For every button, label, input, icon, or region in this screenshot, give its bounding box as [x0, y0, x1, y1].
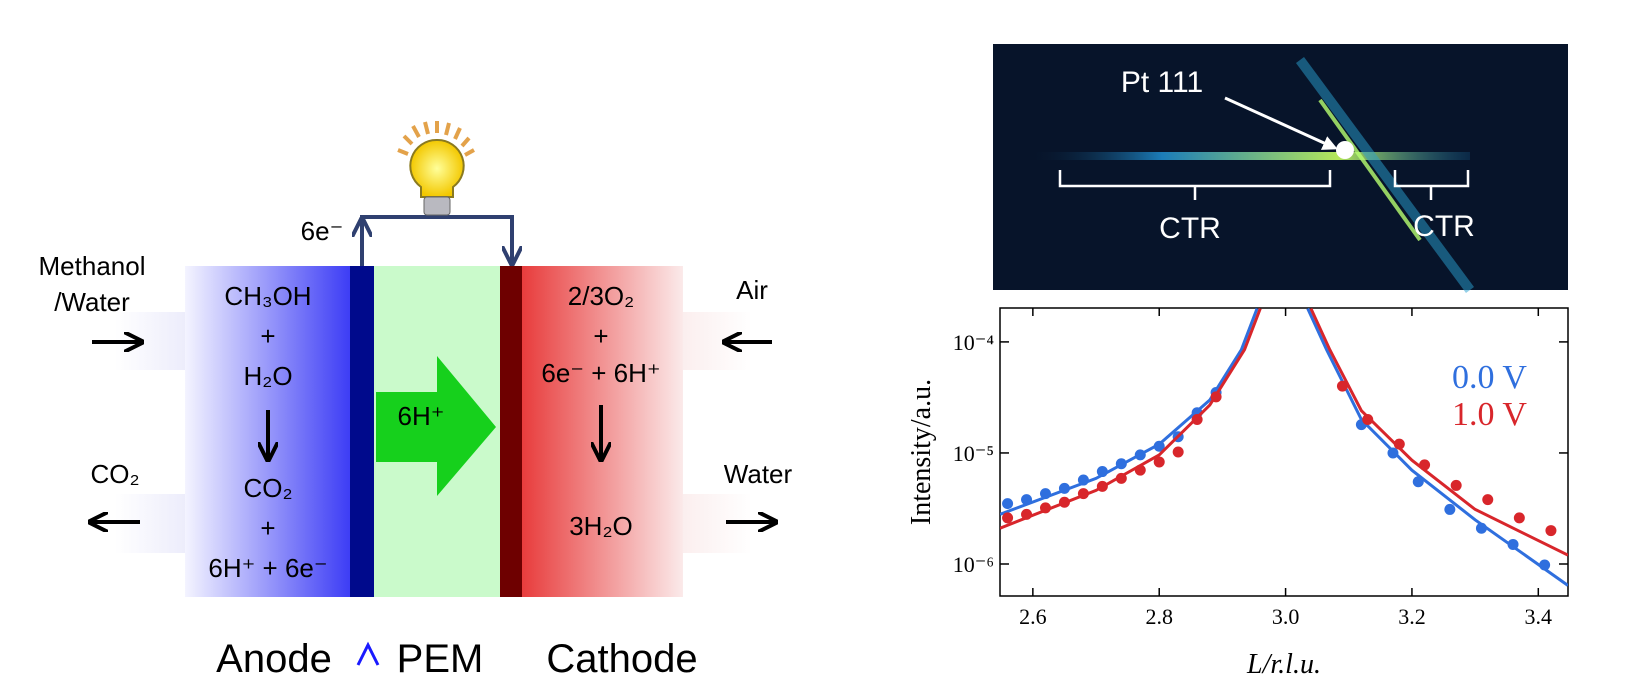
- data-point: [1002, 498, 1013, 509]
- anode-catalyst: [350, 266, 374, 597]
- data-point: [1173, 446, 1184, 457]
- pointer: [358, 645, 378, 665]
- section-label: PEM: [397, 637, 484, 681]
- product: 6H⁺ + 6e⁻: [208, 553, 327, 583]
- figure: 6e⁻ Methanol /Water CO₂ Air Water CH₃OH …: [0, 0, 1630, 683]
- legend-entry: 1.0 V: [1452, 396, 1527, 433]
- x-tick-label: 2.8: [1145, 604, 1173, 629]
- chart: Intensity/a.u. L/r.l.u. 2.6 2.8 3.0 3.2 3.4 1…: [906, 308, 1568, 680]
- data-point: [1508, 539, 1519, 550]
- plot-area: [1000, 309, 1568, 586]
- data-point: [1059, 497, 1070, 508]
- data-point: [1097, 466, 1108, 477]
- data-point: [1387, 447, 1398, 458]
- reactant: 2/3O₂: [568, 281, 634, 311]
- bragg-peak: [1336, 141, 1354, 159]
- fuel-cell: 6e⁻ Methanol /Water CO₂ Air Water CH₃OH …: [39, 121, 793, 681]
- rod-streak: [1030, 152, 1470, 160]
- data-point: [1451, 480, 1462, 491]
- data-point: [1021, 509, 1032, 520]
- y-tick-label: 10⁻⁵: [953, 441, 994, 466]
- data-point: [1514, 512, 1525, 523]
- page: 6e⁻ Methanol /Water CO₂ Air Water CH₃OH …: [0, 0, 1630, 683]
- reactant: +: [260, 321, 275, 351]
- data-point: [1116, 473, 1127, 484]
- data-point: [1482, 494, 1493, 505]
- cathode-catalyst: [500, 266, 523, 597]
- data-point: [1211, 391, 1222, 402]
- image-background: [993, 44, 1568, 290]
- x-tick-label: 3.0: [1272, 604, 1300, 629]
- data-point: [1394, 439, 1405, 450]
- product: CO₂: [243, 473, 292, 503]
- data-point: [1040, 502, 1051, 513]
- data-point: [1192, 414, 1203, 425]
- data-point: [1040, 488, 1051, 499]
- outlet-label: Water: [724, 459, 793, 489]
- x-axis-title: L/r.l.u.: [1246, 649, 1321, 680]
- wire: [362, 217, 512, 266]
- y-tick-label: 10⁻⁶: [953, 552, 994, 577]
- data-point: [1154, 456, 1165, 467]
- inlet-label: Air: [736, 275, 768, 305]
- data-point: [1078, 488, 1089, 499]
- data-point: [1135, 449, 1146, 460]
- data-point: [1419, 459, 1430, 470]
- reactant: 6e⁻ + 6H⁺: [541, 358, 660, 388]
- inlet-label: Methanol: [39, 251, 146, 281]
- section-label: Cathode: [546, 637, 697, 681]
- y-tick-label: 10⁻⁴: [953, 330, 995, 355]
- data-point: [1444, 504, 1455, 515]
- section-label: Anode: [216, 637, 332, 681]
- data-point: [1545, 525, 1556, 536]
- fit-line: [1000, 309, 1568, 586]
- x-tick-label: 2.6: [1019, 604, 1047, 629]
- reactant: +: [593, 321, 608, 351]
- data-point: [1116, 458, 1127, 469]
- product: 3H₂O: [569, 511, 633, 541]
- inlet-label: /Water: [54, 287, 130, 317]
- x-tick-label: 3.4: [1525, 604, 1553, 629]
- detector-image: Pt 111 CTR CTR: [993, 44, 1568, 290]
- electron-label: 6e⁻: [301, 216, 344, 246]
- data-point: [1021, 494, 1032, 505]
- data-point: [1476, 523, 1487, 534]
- data-point: [1362, 414, 1373, 425]
- plot-frame: [1000, 308, 1568, 596]
- rod-label: CTR: [1413, 210, 1475, 243]
- data-point: [1002, 512, 1013, 523]
- outlet-label: CO₂: [90, 459, 139, 489]
- bulb: [398, 121, 474, 215]
- pem-flow: 6H⁺: [398, 401, 445, 431]
- data-point: [1539, 559, 1550, 570]
- data-point: [1059, 483, 1070, 494]
- data-point: [1337, 381, 1348, 392]
- product: +: [260, 513, 275, 543]
- data-point: [1135, 465, 1146, 476]
- x-tick-label: 3.2: [1398, 604, 1426, 629]
- legend-entry: 0.0 V: [1452, 359, 1527, 396]
- data-point: [1078, 475, 1089, 486]
- data-point: [1413, 476, 1424, 487]
- rod-label: CTR: [1159, 212, 1221, 245]
- reactant: H₂O: [243, 361, 292, 391]
- data-point: [1097, 481, 1108, 492]
- peak-label: Pt 111: [1121, 66, 1203, 99]
- reactant: CH₃OH: [224, 281, 311, 311]
- y-axis-title: Intensity/a.u.: [906, 379, 937, 525]
